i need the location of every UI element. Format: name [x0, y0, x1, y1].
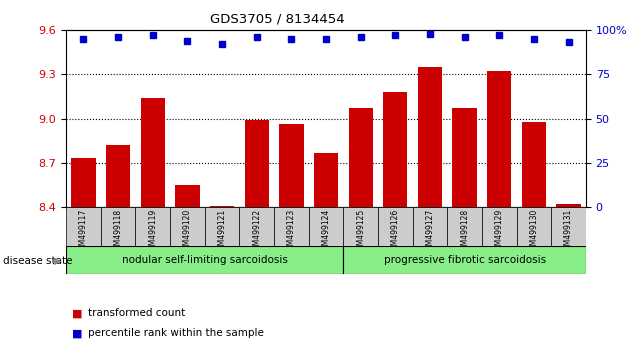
Bar	[135, 207, 170, 246]
Text: GSM499118: GSM499118	[113, 209, 123, 255]
Bar	[551, 207, 586, 246]
Text: GSM499129: GSM499129	[495, 209, 504, 255]
Bar	[348, 108, 373, 207]
Bar	[279, 125, 304, 207]
Text: GSM499123: GSM499123	[287, 209, 296, 255]
Bar	[71, 158, 96, 207]
Bar	[205, 207, 239, 246]
Bar	[175, 185, 200, 207]
Bar	[244, 120, 269, 207]
Text: ■: ■	[72, 329, 83, 338]
Bar	[517, 207, 551, 246]
Bar	[418, 67, 442, 207]
Bar	[343, 246, 586, 274]
Text: transformed count: transformed count	[88, 308, 185, 318]
Bar	[482, 207, 517, 246]
Text: percentile rank within the sample: percentile rank within the sample	[88, 329, 264, 338]
Bar	[140, 98, 165, 207]
Bar	[413, 207, 447, 246]
Text: GSM499122: GSM499122	[252, 209, 261, 255]
Text: GSM499120: GSM499120	[183, 209, 192, 255]
Text: GSM499125: GSM499125	[356, 209, 365, 255]
Text: GSM499121: GSM499121	[217, 209, 227, 255]
Bar	[487, 72, 512, 207]
Bar	[556, 204, 581, 207]
Bar	[383, 92, 408, 207]
Bar	[314, 153, 338, 207]
Text: GSM499131: GSM499131	[564, 209, 573, 255]
Bar	[447, 207, 482, 246]
Bar	[106, 145, 130, 207]
Bar	[101, 207, 135, 246]
Text: progressive fibrotic sarcoidosis: progressive fibrotic sarcoidosis	[384, 255, 546, 265]
Bar	[274, 207, 309, 246]
Bar	[170, 207, 205, 246]
Text: GSM499117: GSM499117	[79, 209, 88, 255]
Text: nodular self-limiting sarcoidosis: nodular self-limiting sarcoidosis	[122, 255, 288, 265]
Text: GSM499124: GSM499124	[321, 209, 331, 255]
Text: GSM499130: GSM499130	[529, 209, 539, 256]
Text: ▶: ▶	[54, 256, 62, 266]
Bar	[66, 246, 343, 274]
Text: GSM499119: GSM499119	[148, 209, 158, 255]
Text: GSM499127: GSM499127	[425, 209, 435, 255]
Text: ■: ■	[72, 308, 83, 318]
Text: GSM499128: GSM499128	[460, 209, 469, 255]
Text: GDS3705 / 8134454: GDS3705 / 8134454	[210, 12, 345, 25]
Text: GSM499126: GSM499126	[391, 209, 400, 255]
Bar	[309, 207, 343, 246]
Bar	[452, 108, 477, 207]
Text: disease state: disease state	[3, 256, 72, 266]
Bar	[378, 207, 413, 246]
Bar	[66, 207, 101, 246]
Bar	[239, 207, 274, 246]
Bar	[343, 207, 378, 246]
Bar	[210, 206, 234, 207]
Bar	[522, 121, 546, 207]
